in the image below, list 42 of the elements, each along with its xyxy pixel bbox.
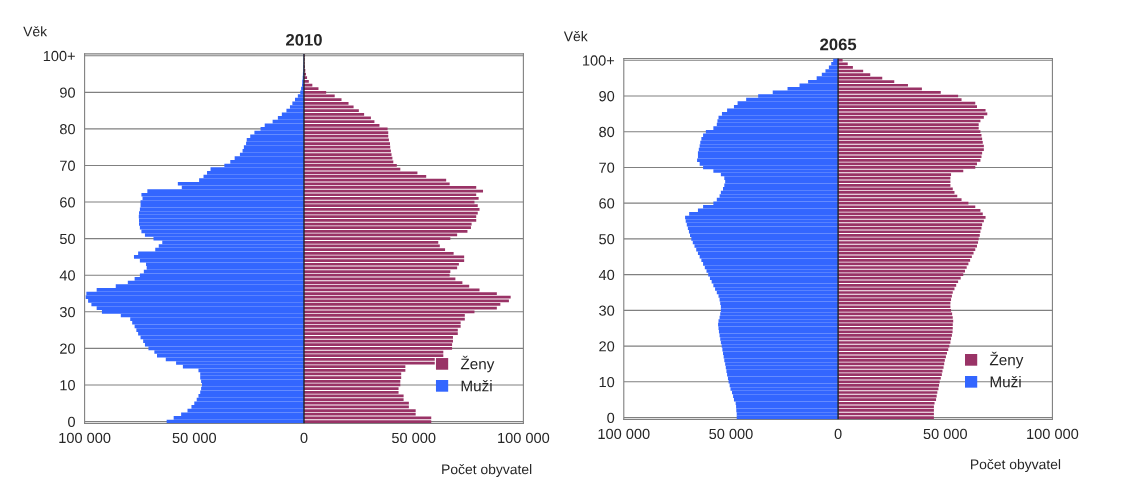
x-tick-label: 50 000: [391, 432, 436, 444]
x-tick-label: 50 000: [172, 432, 217, 444]
y-tick-label: 90: [60, 87, 75, 98]
legend-label: Ženy: [989, 351, 1024, 369]
y-axis-title: Věk: [563, 31, 588, 42]
chart-title: 2010: [286, 33, 322, 46]
y-tick-label: 20: [599, 341, 615, 352]
y-tick-label: 20: [60, 343, 75, 354]
y-tick-label: 50: [599, 234, 615, 245]
y-tick-label: 100+: [583, 55, 615, 66]
y-tick-label: 80: [599, 126, 615, 138]
y-tick-label: 60: [60, 197, 75, 208]
x-tick-label: 50 000: [709, 428, 753, 440]
legend-label: Ženy: [460, 355, 495, 373]
y-tick-label: 80: [59, 124, 75, 135]
chart-title: 2065: [820, 38, 857, 51]
y-tick-label: 60: [599, 198, 615, 209]
legend-label: Muži: [461, 380, 492, 392]
x-axis-title: Počet obyvatel: [442, 464, 532, 477]
y-tick-label: 70: [60, 160, 75, 171]
y-tick-label: 70: [599, 162, 615, 173]
y-tick-label: 100+: [43, 50, 75, 62]
y-tick-label: 40: [59, 270, 75, 281]
legend-label: Muži: [990, 376, 1021, 388]
y-tick-label: 10: [599, 376, 615, 388]
x-tick-label: 100 000: [1027, 428, 1079, 440]
y-tick-label: 90: [599, 91, 615, 102]
y-tick-label: 0: [607, 412, 615, 423]
x-tick-label: 0: [834, 428, 842, 440]
y-tick-label: 30: [599, 305, 615, 316]
y-tick-label: 10: [60, 380, 75, 391]
x-tick-label: 50 000: [923, 428, 967, 440]
x-axis-title: Počet obyvatel: [971, 459, 1061, 473]
y-tick-label: 40: [598, 269, 615, 281]
y-tick-label: 30: [59, 306, 75, 318]
x-tick-label: 100 000: [598, 428, 650, 440]
x-tick-label: 100 000: [59, 432, 111, 444]
y-axis-title: Věk: [23, 26, 48, 37]
y-tick-label: 50: [59, 233, 75, 245]
x-tick-label: 0: [300, 432, 308, 444]
y-tick-label: 0: [68, 416, 75, 427]
x-tick-label: 100 000: [498, 432, 550, 444]
